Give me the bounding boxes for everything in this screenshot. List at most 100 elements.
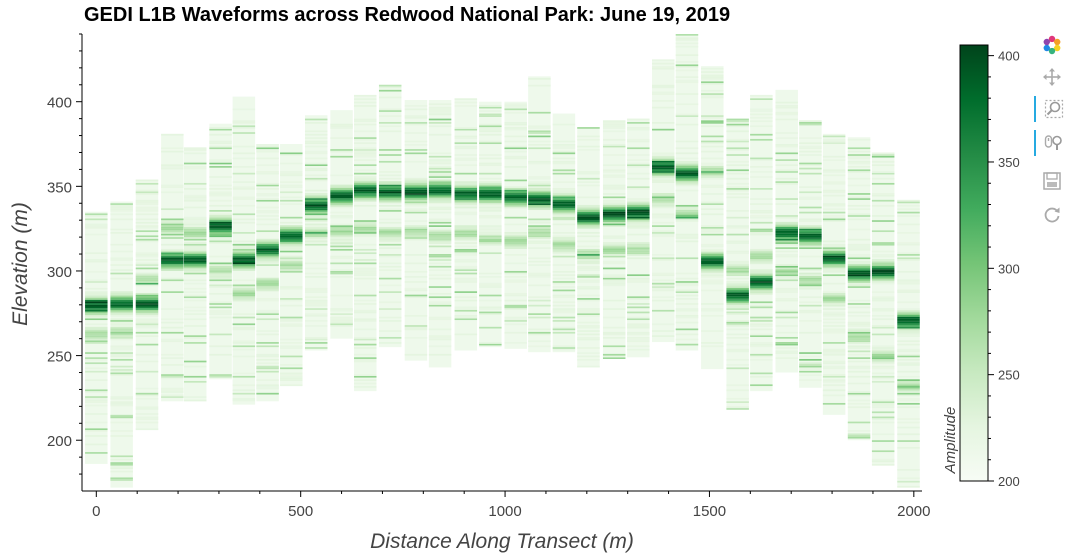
waveform-cell [135,294,159,297]
waveform-cell [504,216,527,219]
waveform-cell [652,172,675,175]
waveform-cell [652,259,675,261]
waveform-cell [675,308,699,310]
waveform-cell [232,204,256,207]
waveform-cell [232,232,256,234]
waveform-cell [479,299,502,302]
waveform-cell [847,399,871,402]
waveform-cell [85,391,108,393]
waveform-cell [871,250,895,253]
waveform-cell [847,264,871,266]
waveform-cell [577,235,600,238]
waveform-cell [110,396,133,398]
waveform-cell [280,384,303,387]
waveform-cell [183,149,207,151]
waveform-cell [183,250,207,253]
waveform-cell [726,196,749,199]
waveform-cell [775,264,798,266]
plot-area[interactable] [82,34,922,491]
waveform-cell [726,289,749,292]
waveform-cell [675,66,699,68]
waveform-cell [726,384,749,387]
waveform-cell [161,250,184,253]
waveform-column [847,137,871,441]
waveform-cell [577,298,600,300]
waveform-cell [280,345,303,348]
waveform-cell [726,250,749,253]
waveform-cell [552,331,576,334]
waveform-cell [822,255,846,258]
waveform-cell [552,289,576,292]
waveform-cell [85,335,108,337]
waveform-cell [161,226,184,229]
waveform-cell [577,336,600,339]
x-tick-label: 500 [288,503,313,520]
waveform-cell [404,203,428,205]
waveform-cell [552,250,576,253]
waveform-cell [897,326,920,329]
waveform-cell [726,264,749,266]
waveform-cell [602,247,626,249]
waveform-column [404,100,428,361]
waveform-cell [378,196,402,199]
waveform-cell [110,326,133,329]
waveform-cell [479,308,502,310]
box-zoom-tool[interactable] [1034,96,1070,122]
waveform-column [378,84,402,348]
waveform-cell [675,123,699,126]
waveform-cell [428,166,452,168]
waveform-cell [428,301,452,304]
waveform-cell [775,242,798,244]
waveform-cell [775,159,798,161]
waveform-cell [209,142,232,145]
waveform-cell [602,220,626,222]
waveform-cell [232,355,256,358]
waveform-cell [85,389,108,392]
waveform-cell [378,115,402,117]
waveform-cell [602,223,626,226]
waveform-cell [871,353,895,356]
reset-tool[interactable] [1034,202,1068,228]
waveform-cell [135,262,159,265]
pan-tool[interactable] [1034,64,1068,90]
waveform-cell [528,144,551,146]
waveform-cell [602,201,626,204]
waveform-column-background [354,94,377,392]
waveform-cell [354,223,377,226]
waveform-cell [701,265,724,268]
waveform-cell [847,303,871,305]
save-tool[interactable] [1034,168,1068,194]
waveform-cell [161,228,184,231]
waveform-cell [110,467,133,469]
waveform-cell [775,216,798,219]
waveform-cell [404,235,428,238]
waveform-cell [822,301,846,304]
waveform-cell [602,171,626,173]
waveform-cell [183,226,207,229]
bokeh-logo[interactable] [1034,32,1068,58]
waveform-cell [161,326,184,329]
waveform-column-background [675,34,699,351]
waveform-cell [552,294,576,297]
waveform-cell [428,259,452,261]
waveform-cell [552,255,576,258]
waveform-cell [847,311,871,314]
waveform-cell [330,269,353,271]
waveform-cell [822,250,846,253]
waveform-cell [675,294,699,297]
waveform-cell [479,294,502,297]
waveform-cell [354,347,377,349]
waveform-cell [304,203,328,205]
waveform-cell [726,225,749,227]
waveform-cell [454,145,478,148]
waveform-cell [871,281,895,283]
waveform-cell [799,269,822,271]
waveform-cell [847,277,871,280]
waveform-cell [799,374,822,376]
waveform-cell [528,240,551,243]
waveform-cell [528,206,551,209]
waveform-cell [675,169,699,172]
waveform-cell [726,210,749,212]
wheel-zoom-tool[interactable] [1034,130,1070,156]
waveform-cell [822,389,846,392]
